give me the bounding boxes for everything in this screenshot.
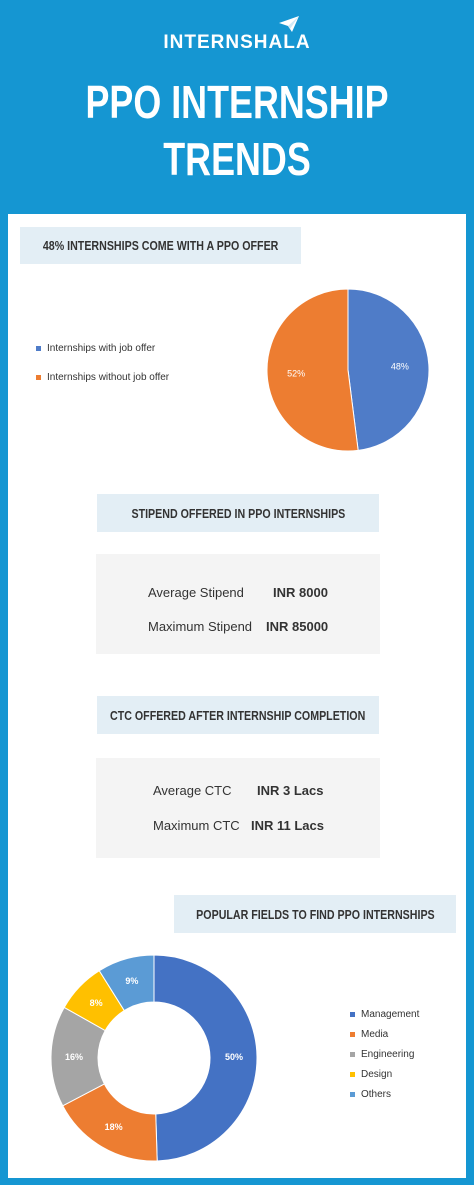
- legend-item-others: Others: [350, 1087, 419, 1101]
- average-ctc-value: INR 3 Lacs: [257, 783, 324, 798]
- stipend-heading-text: STIPEND OFFERED IN PPO INTERNSHIPS: [131, 505, 345, 521]
- data-label: 9%: [125, 976, 138, 986]
- legend-swatch: [350, 1051, 355, 1057]
- slice-others: [98, 954, 155, 1012]
- maximum-stipend-value: INR 85000: [266, 619, 329, 634]
- ppo-offer-heading-text: 48% INTERNSHIPS COME WITH A PPO OFFER: [42, 238, 279, 253]
- ppo-offer-heading: 48% INTERNSHIPS COME WITH A PPO OFFER: [20, 227, 301, 264]
- data-label: 16%: [65, 1052, 83, 1062]
- legend-label: Engineering: [361, 1048, 415, 1060]
- legend-item-management: Management: [350, 1007, 419, 1021]
- slice-internships-without-job-offer: [266, 288, 359, 452]
- page-title: PPO INTERNSHIP TRENDS: [52, 74, 422, 188]
- page-title-line-2: TRENDS: [163, 133, 311, 185]
- fields-donut-legend: Management Media Engineering Design Othe…: [350, 1007, 419, 1101]
- data-label: 8%: [90, 998, 103, 1008]
- legend-swatch-blue: [36, 345, 41, 351]
- legend-label: Others: [361, 1088, 392, 1100]
- ppo-offer-pie-chart: 48% 52%: [266, 288, 430, 452]
- legend-label: Design: [361, 1068, 393, 1080]
- legend-label: Internships without job offer: [47, 371, 170, 383]
- legend-swatch: [350, 1011, 355, 1017]
- brand-name: INTERNSHALA: [163, 32, 311, 53]
- header: INTERNSHALA PPO INTERNSHIP TRENDS: [0, 0, 474, 214]
- legend-swatch-orange: [36, 374, 41, 380]
- data-label: 18%: [105, 1122, 123, 1132]
- popular-fields-donut-chart: 50% 18% 16% 8% 9%: [50, 954, 258, 1162]
- data-label: 52%: [287, 368, 305, 378]
- average-stipend-value: INR 8000: [273, 585, 328, 600]
- legend-item-media: Media: [350, 1027, 419, 1041]
- maximum-stipend-label: Maximum Stipend: [148, 619, 253, 634]
- fields-heading: POPULAR FIELDS TO FIND PPO INTERNSHIPS: [174, 895, 456, 933]
- fields-heading-text: POPULAR FIELDS TO FIND PPO INTERNSHIPS: [195, 906, 435, 922]
- legend-swatch: [350, 1071, 355, 1077]
- ctc-heading: CTC OFFERED AFTER INTERNSHIP COMPLETION: [97, 696, 379, 734]
- legend-item-engineering: Engineering: [350, 1047, 419, 1061]
- average-stipend-label: Average Stipend: [148, 585, 244, 600]
- legend-label: Internships with job offer: [47, 342, 156, 354]
- ppo-pie-legend: Internships with job offer Internships w…: [36, 341, 169, 384]
- slice-internships-with-job-offer: [347, 288, 430, 451]
- maximum-ctc-label: Maximum CTC: [153, 818, 240, 833]
- legend-item-without-offer: Internships without job offer: [36, 370, 169, 384]
- paper-plane-icon: [279, 16, 299, 32]
- average-ctc-label: Average CTC: [153, 783, 232, 798]
- legend-label: Management: [361, 1008, 420, 1020]
- legend-item-with-offer: Internships with job offer: [36, 341, 169, 355]
- legend-label: Media: [361, 1028, 389, 1040]
- slice-management: [153, 954, 258, 1162]
- page-title-line-1: PPO INTERNSHIP: [85, 76, 389, 128]
- legend-item-design: Design: [350, 1067, 419, 1081]
- legend-swatch: [350, 1091, 355, 1097]
- stipend-heading: STIPEND OFFERED IN PPO INTERNSHIPS: [97, 494, 379, 532]
- ctc-heading-text: CTC OFFERED AFTER INTERNSHIP COMPLETION: [110, 707, 366, 723]
- legend-swatch: [350, 1031, 355, 1037]
- content-panel: 48% INTERNSHIPS COME WITH A PPO OFFER In…: [8, 214, 466, 1178]
- brand-logo: INTERNSHALA: [0, 16, 474, 54]
- maximum-ctc-value: INR 11 Lacs: [251, 818, 324, 833]
- stipend-stats-box: Average Stipend INR 8000 Maximum Stipend…: [96, 554, 380, 654]
- data-label: 50%: [225, 1052, 243, 1062]
- data-label: 48%: [391, 362, 409, 372]
- ctc-stats-box: Average CTC INR 3 Lacs Maximum CTC INR 1…: [96, 758, 380, 858]
